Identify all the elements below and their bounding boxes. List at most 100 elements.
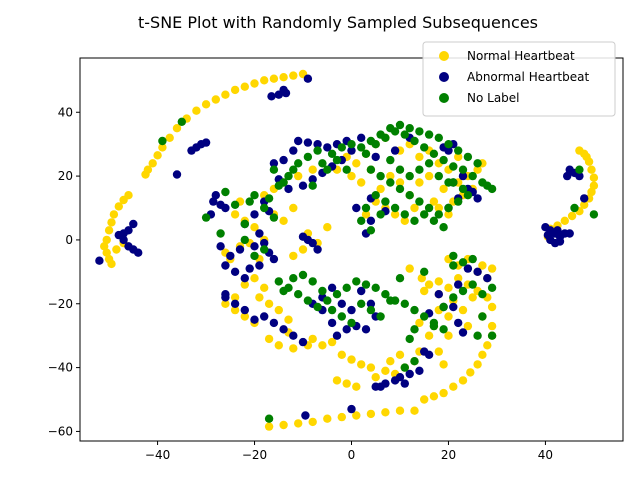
scatter-point-series-2 xyxy=(264,414,274,423)
scatter-point-series-1 xyxy=(458,171,468,181)
scatter-point-series-0 xyxy=(386,171,395,181)
scatter-point-series-2 xyxy=(405,124,414,133)
scatter-point-series-1 xyxy=(124,226,133,235)
scatter-point-series-0 xyxy=(153,151,162,160)
scatter-point-series-0 xyxy=(429,392,439,401)
scatter-point-series-0 xyxy=(264,299,274,308)
scatter-point-series-2 xyxy=(420,267,429,276)
scatter-point-series-2 xyxy=(313,302,322,312)
scatter-point-series-0 xyxy=(308,165,317,174)
scatter-point-series-0 xyxy=(294,419,303,428)
scatter-point-series-2 xyxy=(415,127,424,136)
scatter-point-series-2 xyxy=(424,203,434,213)
scatter-point-series-0 xyxy=(230,293,240,302)
scatter-point-series-0 xyxy=(589,173,599,182)
scatter-point-series-1 xyxy=(250,315,259,324)
scatter-point-series-1 xyxy=(424,350,434,359)
scatter-point-series-1 xyxy=(221,203,230,213)
scatter-point-series-2 xyxy=(313,146,322,155)
scatter-point-series-0 xyxy=(454,274,463,283)
scatter-point-series-0 xyxy=(381,366,390,375)
scatter-point-series-0 xyxy=(420,286,429,296)
scatter-point-series-2 xyxy=(323,165,332,174)
scatter-point-series-0 xyxy=(580,200,589,209)
scatter-point-series-2 xyxy=(429,149,439,158)
scatter-point-series-2 xyxy=(449,251,458,261)
legend-entries: Normal Heartbeat Abnormal Heartbeat No Lab… xyxy=(439,49,589,105)
scatter-point-series-2 xyxy=(424,159,434,168)
scatter-point-series-0 xyxy=(587,165,596,174)
scatter-point-series-0 xyxy=(260,76,269,85)
scatter-point-series-2 xyxy=(284,171,293,181)
scatter-point-series-2 xyxy=(487,184,497,194)
scatter-point-series-0 xyxy=(323,223,332,232)
scatter-point-series-0 xyxy=(289,344,298,353)
scatter-point-series-0 xyxy=(487,321,497,331)
scatter-point-series-0 xyxy=(250,223,259,232)
legend-marker xyxy=(439,93,449,103)
scatter-point-series-2 xyxy=(332,290,342,299)
scatter-point-series-2 xyxy=(454,146,463,155)
scatter-point-series-1 xyxy=(366,216,376,225)
scatter-point-series-1 xyxy=(289,146,298,155)
scatter-point-series-2 xyxy=(279,286,288,296)
scatter-point-series-2 xyxy=(439,223,448,232)
scatter-point-series-1 xyxy=(308,238,317,248)
scatter-point-series-0 xyxy=(376,184,385,194)
scatter-point-series-2 xyxy=(289,165,298,174)
scatter-point-series-0 xyxy=(269,74,279,83)
scatter-point-series-2 xyxy=(240,219,249,229)
scatter-point-series-2 xyxy=(357,299,366,308)
scatter-point-series-2 xyxy=(420,312,429,321)
scatter-point-series-2 xyxy=(395,274,405,283)
scatter-point-series-2 xyxy=(405,191,414,200)
scatter-point-series-0 xyxy=(192,106,201,115)
scatter-point-series-2 xyxy=(589,210,599,219)
scatter-point-series-0 xyxy=(308,334,317,344)
scatter-point-series-0 xyxy=(415,152,424,162)
scatter-point-series-0 xyxy=(395,406,405,415)
scatter-point-series-2 xyxy=(158,136,167,146)
scatter-point-series-1 xyxy=(230,299,240,308)
scatter-point-series-0 xyxy=(284,315,293,324)
scatter-point-series-1 xyxy=(267,92,276,101)
scatter-point-series-0 xyxy=(342,379,351,388)
scatter-point-series-2 xyxy=(366,226,376,235)
scatter-point-series-2 xyxy=(376,312,385,321)
scatter-point-series-1 xyxy=(361,325,371,334)
scatter-point-series-1 xyxy=(342,325,351,334)
scatter-point-series-2 xyxy=(230,200,240,209)
scatter-point-series-2 xyxy=(386,296,395,305)
scatter-point-series-1 xyxy=(483,274,492,283)
scatter-point-series-2 xyxy=(468,171,477,181)
scatter-point-series-0 xyxy=(478,261,487,270)
y-tick-label: 0 xyxy=(65,233,73,247)
scatter-point-series-2 xyxy=(361,280,371,289)
scatter-point-series-2 xyxy=(458,258,468,267)
scatter-point-series-1 xyxy=(221,261,230,270)
scatter-point-series-2 xyxy=(478,312,487,321)
legend: Normal Heartbeat Abnormal Heartbeat No Lab… xyxy=(422,41,616,117)
scatter-point-series-0 xyxy=(454,152,463,162)
scatter-point-series-2 xyxy=(575,165,584,174)
scatter-point-series-2 xyxy=(395,120,405,130)
y-tick-label: −60 xyxy=(48,424,73,438)
scatter-point-series-1 xyxy=(279,325,288,334)
scatter-point-series-0 xyxy=(221,299,230,308)
scatter-point-series-0 xyxy=(104,226,114,235)
scatter-point-series-0 xyxy=(255,293,264,302)
scatter-point-series-0 xyxy=(405,264,414,273)
scatter-point-series-2 xyxy=(294,290,303,299)
scatter-point-series-2 xyxy=(216,229,225,238)
scatter-point-series-2 xyxy=(395,165,405,174)
scatter-point-series-0 xyxy=(400,216,409,225)
scatter-point-series-2 xyxy=(478,290,487,299)
scatter-point-series-1 xyxy=(434,290,443,299)
scatter-point-series-0 xyxy=(439,184,448,194)
scatter-point-series-0 xyxy=(366,363,376,372)
scatter-point-series-2 xyxy=(260,245,269,254)
scatter-point-series-1 xyxy=(357,133,366,142)
legend-label: Normal Heartbeat xyxy=(467,49,575,63)
scatter-point-series-1 xyxy=(255,229,264,238)
